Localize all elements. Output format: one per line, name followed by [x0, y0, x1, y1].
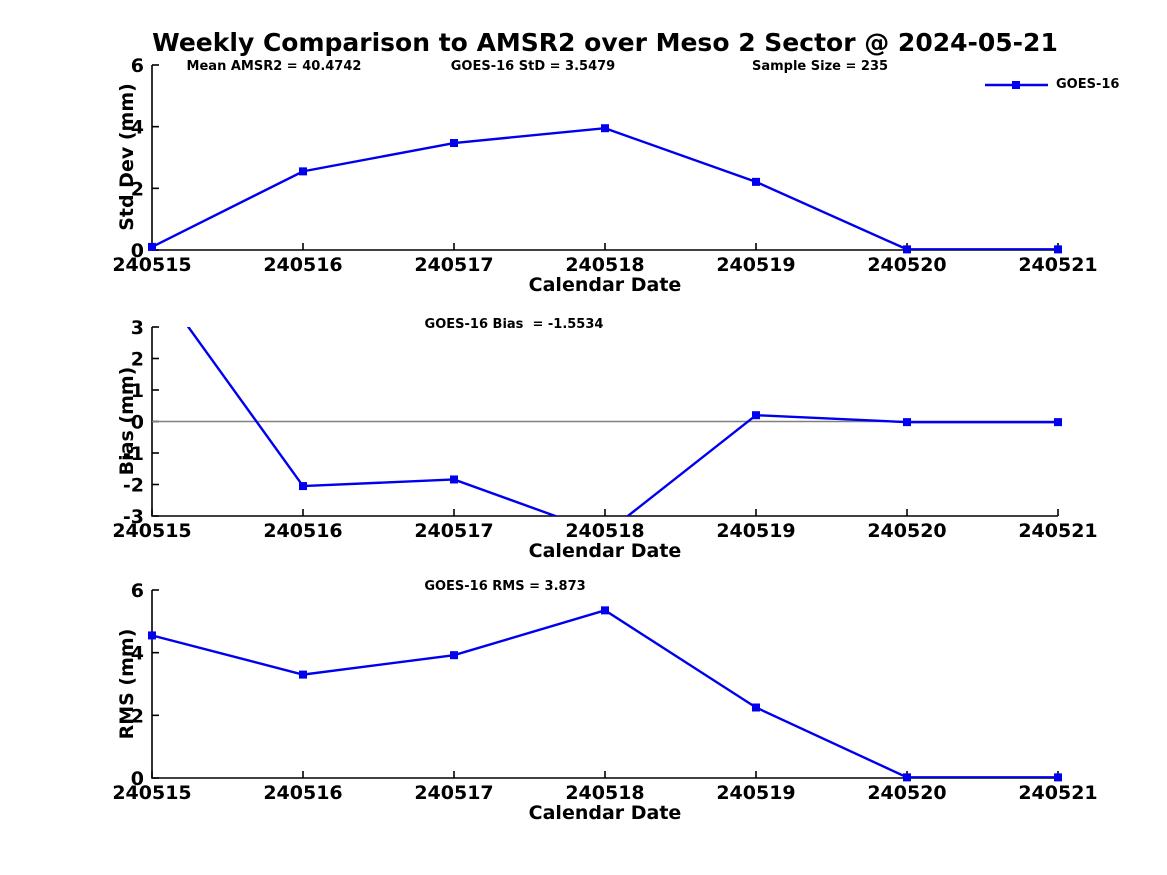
x-tick-label-std-dev: 240516 [263, 254, 342, 276]
annotation-sample-size: Sample Size = 235 [751, 59, 889, 74]
xlabel-calendar-date-2: Calendar Date [528, 540, 682, 562]
legend-line-marker-icon [985, 80, 1048, 89]
annotation-goes16-std: GOES-16 StD = 3.5479 [450, 59, 616, 74]
x-tick-label-rms: 240517 [414, 782, 493, 804]
data-point-marker-bias [903, 418, 911, 427]
axis-std-dev [151, 65, 1058, 251]
data-point-marker-rms [601, 606, 609, 615]
data-point-marker-std-dev [450, 139, 458, 148]
y-tick-label-bias: -2 [123, 475, 144, 497]
data-point-marker-bias [450, 475, 458, 484]
y-tick-label-std-dev: 2 [131, 178, 144, 200]
y-tick-label-rms: 0 [131, 768, 144, 790]
data-point-marker-std-dev [601, 124, 609, 133]
y-tick-label-rms: 2 [131, 705, 144, 727]
axis-rms [151, 590, 1058, 779]
x-tick-label-bias: 240520 [867, 520, 946, 542]
series-line-bias [186, 327, 1058, 516]
figure-title: Weekly Comparison to AMSR2 over Meso 2 S… [152, 28, 1058, 57]
x-tick-label-std-dev: 240520 [867, 254, 946, 276]
xlabel-calendar-date-1: Calendar Date [528, 274, 682, 296]
x-tick-label-rms: 240521 [1018, 782, 1097, 804]
data-point-marker-rms [299, 670, 307, 679]
legend-marker [1012, 80, 1020, 89]
ylabel-bias: Bias (mm) [116, 366, 138, 476]
ylabel-std-dev: Std Dev (mm) [116, 83, 138, 231]
x-tick-label-bias: 240521 [1018, 520, 1097, 542]
y-tick-label-bias: 2 [131, 349, 144, 371]
series-line-std-dev [152, 126, 1058, 250]
data-point-marker-std-dev [1054, 245, 1062, 254]
y-tick-label-rms: 6 [131, 580, 144, 602]
legend-label: GOES-16 [1056, 77, 1120, 92]
x-tick-label-bias: 240519 [716, 520, 795, 542]
series-line-rms [152, 609, 1058, 778]
x-tick-label-bias: 240515 [112, 520, 191, 542]
data-point-marker-bias [1054, 418, 1062, 427]
data-point-marker-std-dev [299, 167, 307, 176]
data-point-marker-std-dev [903, 245, 911, 254]
data-point-marker-bias [299, 482, 307, 491]
annotation-goes16-bias: GOES-16 Bias = -1.5534 [424, 317, 604, 332]
x-tick-label-rms: 240516 [263, 782, 342, 804]
data-point-marker-std-dev [148, 242, 156, 251]
data-point-marker-bias [752, 411, 760, 420]
data-point-marker-rms [1054, 773, 1062, 782]
y-tick-label-bias: -1 [123, 443, 144, 465]
data-point-marker-rms [752, 703, 760, 712]
x-tick-label-std-dev: 240519 [716, 254, 795, 276]
data-point-marker-rms [450, 651, 458, 660]
y-tick-label-bias: 0 [131, 412, 144, 434]
x-tick-label-std-dev: 240515 [112, 254, 191, 276]
x-tick-label-rms: 240515 [112, 782, 191, 804]
y-tick-label-rms: 4 [131, 643, 144, 665]
x-tick-label-rms: 240519 [716, 782, 795, 804]
x-tick-label-std-dev: 240521 [1018, 254, 1097, 276]
x-tick-label-bias: 240518 [565, 520, 644, 542]
y-tick-label-bias: 3 [131, 317, 144, 339]
y-tick-label-bias: -3 [123, 506, 144, 528]
y-tick-label-std-dev: 6 [131, 55, 144, 77]
x-tick-label-bias: 240516 [263, 520, 342, 542]
annotation-mean-amsr2: Mean AMSR2 = 40.4742 [186, 59, 362, 74]
legend: GOES-16 [985, 77, 1119, 92]
xlabel-calendar-date-3: Calendar Date [528, 802, 682, 824]
annotation-goes16-rms: GOES-16 RMS = 3.873 [424, 579, 586, 594]
y-tick-label-std-dev: 4 [131, 117, 144, 139]
x-tick-label-rms: 240520 [867, 782, 946, 804]
x-tick-label-std-dev: 240518 [565, 254, 644, 276]
data-point-marker-std-dev [752, 177, 760, 186]
y-tick-label-bias: 1 [131, 380, 144, 402]
x-tick-label-rms: 240518 [565, 782, 644, 804]
ylabel-rms: RMS (mm) [116, 628, 138, 740]
x-tick-label-std-dev: 240517 [414, 254, 493, 276]
x-tick-label-bias: 240517 [414, 520, 493, 542]
y-tick-label-std-dev: 0 [131, 240, 144, 262]
data-point-marker-rms [148, 631, 156, 640]
data-point-marker-rms [903, 773, 911, 782]
